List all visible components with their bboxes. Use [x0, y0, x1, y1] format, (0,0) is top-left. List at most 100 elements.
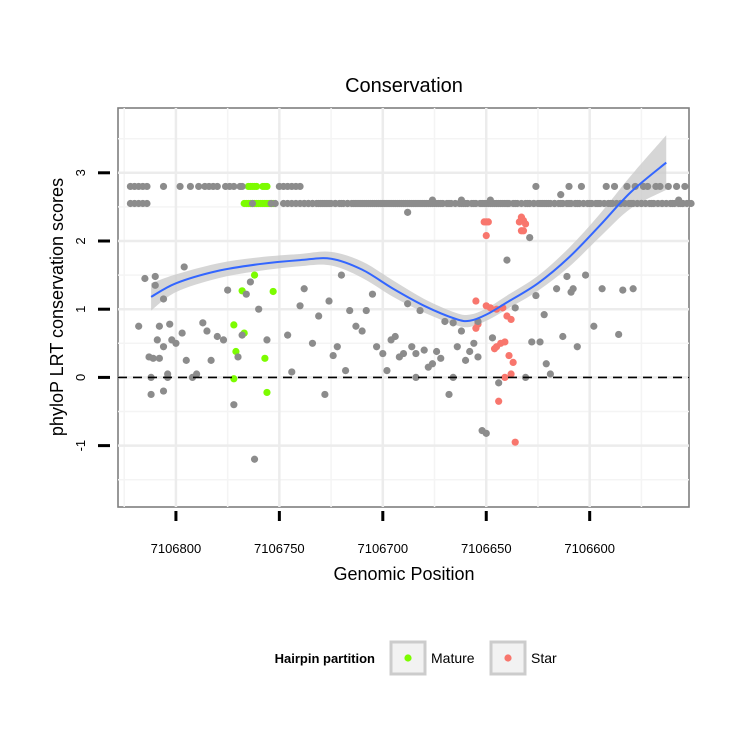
data-point: [488, 334, 497, 342]
data-point: [573, 199, 581, 208]
series-star: [472, 213, 530, 446]
data-point: [325, 297, 333, 305]
data-point: [135, 322, 143, 330]
data-point: [536, 338, 544, 346]
series-other-3: [126, 182, 689, 208]
legend-entry-mature: Mature: [389, 640, 475, 676]
data-point: [172, 339, 180, 347]
data-point: [519, 227, 528, 235]
data-point: [296, 302, 304, 310]
data-point: [550, 199, 559, 208]
data-point: [668, 199, 677, 208]
data-point: [528, 338, 536, 346]
data-point: [445, 390, 453, 399]
data-point: [507, 315, 515, 324]
data-point: [166, 320, 174, 328]
data-point: [203, 327, 211, 335]
data-point: [213, 182, 221, 191]
data-point: [437, 354, 445, 362]
data-point: [159, 343, 168, 351]
data-point: [246, 278, 255, 286]
data-point: [687, 199, 695, 208]
data-point: [358, 327, 366, 335]
chart-title: Conservation: [345, 75, 463, 97]
x-tick-label: 7106700: [357, 541, 408, 556]
data-point: [213, 332, 221, 341]
data-point: [253, 182, 261, 191]
data-point: [470, 199, 478, 208]
data-point: [149, 354, 157, 362]
data-point: [565, 182, 573, 191]
data-point: [186, 182, 195, 191]
data-point: [552, 285, 561, 293]
data-point: [679, 199, 687, 208]
data-point: [619, 286, 627, 294]
data-point: [420, 346, 428, 354]
x-axis-title: Genomic Position: [333, 564, 474, 584]
data-point: [404, 208, 412, 216]
data-point: [511, 199, 519, 208]
data-point: [263, 336, 271, 344]
data-point: [557, 191, 565, 199]
data-point: [230, 401, 238, 409]
data-point: [176, 182, 184, 191]
data-point: [658, 199, 666, 208]
y-tick-label: 2: [73, 237, 88, 244]
data-point: [379, 349, 387, 358]
data-point: [159, 295, 168, 303]
series-other-4: [135, 233, 606, 437]
data-point: [639, 182, 648, 191]
data-point: [416, 306, 424, 315]
data-point: [530, 199, 538, 208]
data-point: [404, 300, 412, 308]
data-point: [255, 305, 263, 313]
y-tick-label: 0: [73, 374, 88, 381]
data-point: [511, 438, 519, 446]
data-point: [308, 339, 317, 347]
data-point: [577, 182, 586, 191]
data-point: [159, 182, 168, 191]
data-point: [586, 199, 594, 208]
data-points: [126, 182, 695, 463]
data-point: [648, 199, 656, 208]
data-point: [230, 182, 238, 191]
data-point: [437, 199, 445, 208]
axes: 7106800 7106750 7106700 7106650 7106600 -1 0 1 2…: [73, 169, 615, 556]
smooth-trend: [150, 161, 667, 323]
smooth-confidence-band: [151, 135, 667, 328]
data-point: [627, 199, 635, 208]
data-point: [681, 182, 689, 191]
data-point: [472, 324, 480, 332]
data-point: [637, 199, 646, 208]
data-point: [457, 196, 466, 204]
data-point: [321, 390, 329, 399]
legend: Hairpin partition Mature Star: [275, 640, 557, 676]
x-tick-label: 7106800: [151, 541, 202, 556]
data-point: [484, 218, 492, 226]
data-point: [315, 312, 323, 320]
data-point: [391, 332, 399, 341]
data-point: [412, 373, 420, 382]
data-point: [271, 199, 279, 208]
data-point: [195, 182, 203, 191]
data-point: [232, 347, 240, 356]
data-point: [441, 317, 449, 326]
data-point: [352, 322, 360, 330]
data-point: [250, 271, 259, 279]
data-point: [470, 339, 478, 347]
data-point: [474, 353, 482, 361]
legend-dot-mature: [404, 654, 412, 662]
data-point: [333, 343, 341, 351]
x-tick-label: 7106750: [254, 541, 305, 556]
data-point: [602, 182, 610, 191]
data-point: [546, 370, 554, 378]
data-point: [412, 349, 420, 358]
data-point: [383, 366, 391, 375]
data-point: [557, 199, 565, 208]
data-point: [503, 199, 511, 208]
data-point: [445, 199, 453, 208]
data-point: [505, 351, 513, 360]
data-point: [242, 290, 250, 298]
